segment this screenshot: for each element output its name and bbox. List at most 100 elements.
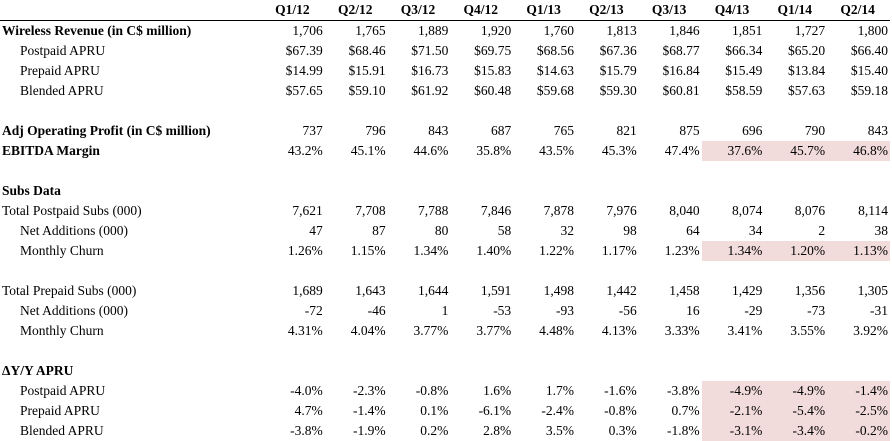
data-row: Net Additions (000) -72 -46 1 -53 -93 -56 16 -29… <box>0 301 890 321</box>
value-cell <box>450 181 513 201</box>
data-row: Subs Data <box>0 181 890 201</box>
value-cell: $59.30 <box>599 83 637 98</box>
value-cell: 1,800 <box>857 23 888 38</box>
value-cell: -4.9% <box>764 381 828 401</box>
value-cell: -0.8% <box>604 403 637 418</box>
value-cell <box>764 181 827 201</box>
data-row: Blended APRU -3.8% -1.9% 0.2% 2.8% 3.5% 0.3% -1… <box>0 421 890 441</box>
data-row: Total Prepaid Subs (000) 1,689 1,643 1,644 1… <box>0 281 890 301</box>
row-label: Blended APRU <box>20 423 104 438</box>
value-cell <box>576 181 639 201</box>
value-cell: -56 <box>618 303 637 318</box>
value-cell: $67.39 <box>285 43 323 58</box>
value-cell <box>639 181 702 201</box>
value-cell: 16 <box>686 303 700 318</box>
value-cell: -0.2% <box>827 421 890 441</box>
spacer-cell <box>0 341 890 361</box>
value-cell: 7,621 <box>292 203 323 218</box>
value-cell: 1,356 <box>794 283 826 298</box>
data-row: EBITDA Margin 43.2% 45.1% 44.6% 35.8% 43.5% 45… <box>0 141 890 161</box>
value-cell: 1,458 <box>669 283 700 298</box>
value-cell: 1.7% <box>545 383 574 398</box>
row-label: Postpaid APRU <box>20 43 106 58</box>
value-cell: 45.1% <box>350 143 386 158</box>
value-cell: $16.73 <box>411 63 449 78</box>
value-cell <box>262 361 325 381</box>
value-cell: -53 <box>493 303 512 318</box>
value-cell: 1.17% <box>601 243 637 258</box>
data-row: Total Postpaid Subs (000) 7,621 7,708 7,788… <box>0 201 890 221</box>
value-cell: 4.13% <box>601 323 637 338</box>
value-cell: -72 <box>304 303 323 318</box>
value-cell: 47.4% <box>664 143 700 158</box>
spacer-cell <box>0 161 890 181</box>
value-cell: -1.9% <box>352 423 386 438</box>
quarter-header: Q1/12 <box>262 0 325 21</box>
value-cell: 765 <box>553 123 574 138</box>
row-label: Adj Operating Profit (in C$ million) <box>2 123 211 138</box>
value-cell: 875 <box>679 123 700 138</box>
value-cell: 2.8% <box>483 423 512 438</box>
value-cell: 35.8% <box>476 143 512 158</box>
value-cell: 3.5% <box>545 423 574 438</box>
spacer-row <box>0 341 890 361</box>
value-cell: $61.92 <box>411 83 449 98</box>
spacer-row <box>0 161 890 181</box>
value-cell: 1,689 <box>292 283 323 298</box>
value-cell: $14.63 <box>536 63 574 78</box>
value-cell: $59.10 <box>348 83 386 98</box>
value-cell: 4.7% <box>294 403 323 418</box>
value-cell: 7,976 <box>606 203 637 218</box>
value-cell: -31 <box>870 303 888 318</box>
value-cell: -3.1% <box>701 421 765 441</box>
value-cell <box>702 361 765 381</box>
value-cell: 32 <box>560 223 574 238</box>
value-cell <box>388 181 451 201</box>
value-cell: $65.20 <box>788 43 826 58</box>
value-cell: 7,788 <box>418 203 449 218</box>
value-cell: 687 <box>490 123 512 138</box>
row-label: Prepaid APRU <box>20 63 100 78</box>
value-cell: 7,708 <box>355 203 386 218</box>
value-cell: -1.8% <box>666 423 700 438</box>
value-cell: 1,813 <box>606 23 637 38</box>
value-cell: -73 <box>807 303 826 318</box>
value-cell: $69.75 <box>474 43 512 58</box>
value-cell: -46 <box>367 303 386 318</box>
value-cell: 1.15% <box>350 243 386 258</box>
value-cell: 2 <box>818 223 826 238</box>
row-label: Total Prepaid Subs (000) <box>2 283 137 298</box>
value-cell: $68.46 <box>348 43 386 58</box>
value-cell: 1.23% <box>664 243 700 258</box>
data-row: Postpaid APRU $67.39 $68.46 $71.50 $69.75 $68… <box>0 41 890 61</box>
value-cell: -4.9% <box>701 381 765 401</box>
value-cell: 0.1% <box>420 403 449 418</box>
value-cell: 1,851 <box>732 23 763 38</box>
value-cell: 8,076 <box>794 203 826 218</box>
quarter-header: Q4/12 <box>450 0 514 21</box>
quarter-header: Q1/14 <box>764 0 828 21</box>
value-cell: $59.18 <box>850 83 888 98</box>
value-cell: 87 <box>372 223 386 238</box>
value-cell: 1.6% <box>483 383 512 398</box>
value-cell: 0.2% <box>420 423 449 438</box>
spacer-row <box>0 101 890 121</box>
quarter-header: Q3/12 <box>387 0 451 21</box>
value-cell: 98 <box>623 223 637 238</box>
spacer-cell <box>0 261 890 281</box>
value-cell: 3.77% <box>476 323 512 338</box>
value-cell: 34 <box>748 223 763 238</box>
value-cell: 3.41% <box>727 323 763 338</box>
value-cell: 1,498 <box>543 283 574 298</box>
row-label: EBITDA Margin <box>2 143 100 158</box>
value-cell: 46.8% <box>827 141 890 161</box>
value-cell: 3.55% <box>790 323 826 338</box>
header-row: Q1/12 Q2/12 Q3/12 Q4/12 Q1/13 Q2/13 Q3/13 Q4/13… <box>0 0 890 21</box>
value-cell: 1.22% <box>539 243 574 258</box>
value-cell: 8,074 <box>732 203 763 218</box>
row-label: ΔY/Y APRU <box>2 363 74 378</box>
value-cell: $15.40 <box>850 63 888 78</box>
value-cell: $15.91 <box>348 63 386 78</box>
value-cell: -3.4% <box>764 421 828 441</box>
value-cell: -3.8% <box>290 423 323 438</box>
